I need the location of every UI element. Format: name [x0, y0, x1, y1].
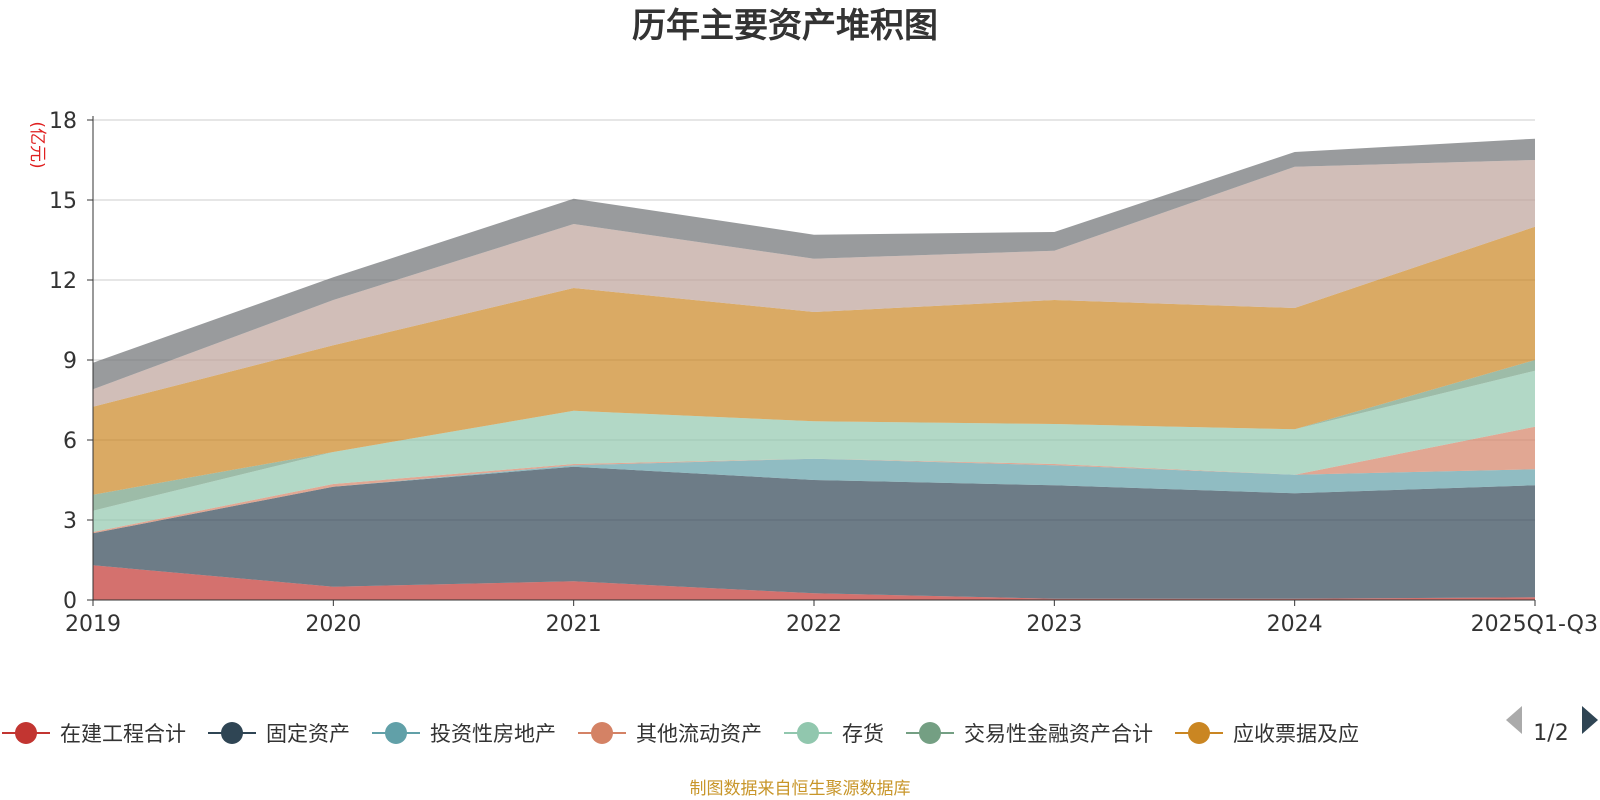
- y-tick-label: 0: [63, 589, 77, 614]
- legend-marker-icon[interactable]: [1188, 722, 1210, 744]
- legend-label[interactable]: 交易性金融资产合计: [964, 722, 1153, 746]
- x-tick-label: 2025Q1-Q3: [1471, 612, 1598, 637]
- area-series-6: [93, 226, 1535, 495]
- x-tick-label: 2020: [305, 612, 361, 637]
- source-note: 制图数据来自恒生聚源数据库: [690, 779, 911, 799]
- area-series-7: [93, 160, 1535, 407]
- legend-label[interactable]: 存货: [842, 722, 884, 746]
- area-series-3: [93, 426, 1535, 534]
- y-tick-label: 9: [63, 349, 77, 374]
- x-tick-label: 2024: [1267, 612, 1323, 637]
- y-tick-label: 3: [63, 509, 77, 534]
- y-axis-unit: (亿元): [27, 121, 47, 168]
- area-series-2: [93, 458, 1535, 534]
- legend-label[interactable]: 在建工程合计: [60, 722, 186, 746]
- area-series-1: [93, 466, 1535, 599]
- legend: 在建工程合计 固定资产 投资性房地产 其他流动资产 存货 交易性金融资产合计 应收票据及应: [2, 722, 1359, 746]
- y-tick-label: 15: [49, 189, 77, 214]
- legend-marker-icon[interactable]: [385, 722, 407, 744]
- legend-label[interactable]: 其他流动资产: [636, 722, 762, 746]
- legend-next-page-icon[interactable]: [1582, 706, 1598, 734]
- legend-marker-icon[interactable]: [919, 722, 941, 744]
- x-tick-label: 2022: [786, 612, 842, 637]
- legend-marker-icon[interactable]: [591, 722, 613, 744]
- x-tick-label: 2021: [546, 612, 602, 637]
- y-tick-label: 6: [63, 429, 77, 454]
- area-series-8: [93, 138, 1535, 390]
- legend-label[interactable]: 固定资产: [266, 722, 350, 746]
- legend-label[interactable]: 投资性房地产: [430, 722, 556, 746]
- legend-pager: 1/2: [1506, 706, 1598, 746]
- axes: 0 3 6 9 12 15 18 2019 2020 2021 2022 2023 2024 2025Q1…: [49, 109, 1598, 637]
- chart-title: 历年主要资产堆积图: [632, 6, 938, 46]
- area-series-group: [93, 138, 1535, 600]
- x-tick-label: 2019: [65, 612, 121, 637]
- legend-prev-page-icon[interactable]: [1506, 706, 1522, 734]
- legend-marker-icon[interactable]: [221, 722, 243, 744]
- area-series-4: [93, 370, 1535, 532]
- legend-label[interactable]: 应收票据及应: [1233, 722, 1359, 746]
- legend-marker-icon[interactable]: [15, 722, 37, 744]
- y-tick-label: 18: [49, 109, 77, 134]
- y-tick-label: 12: [49, 269, 77, 294]
- legend-marker-icon[interactable]: [797, 722, 819, 744]
- area-series-0: [93, 565, 1535, 600]
- legend-page-indicator: 1/2: [1533, 721, 1568, 746]
- x-tick-label: 2023: [1026, 612, 1082, 637]
